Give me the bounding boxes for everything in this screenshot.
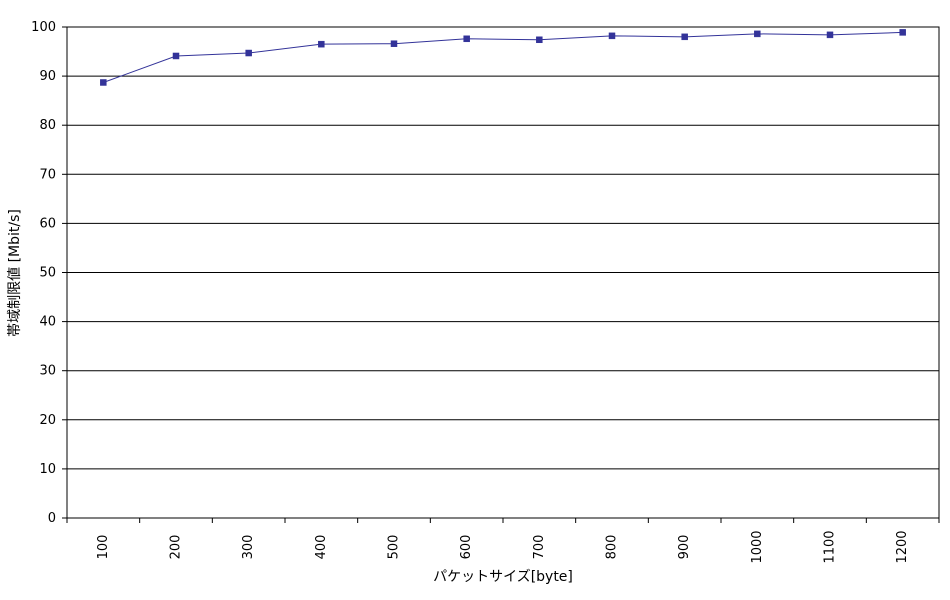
y-tick-label-4: 40 [39, 315, 56, 330]
x-tick-label-1: 200 [169, 535, 184, 560]
data-point-8 [681, 33, 688, 41]
tick-labels: 0 10 20 30 40 50 60 70 80 90 100 100 200 300 400 500 600… [31, 20, 910, 564]
gridlines [67, 26, 939, 519]
y-tick-label-5: 50 [39, 266, 56, 281]
series-line-0 [103, 31, 903, 83]
x-tick-label-4: 500 [387, 535, 402, 560]
x-tick-label-9: 1000 [750, 530, 765, 563]
y-tick-label-3: 30 [39, 364, 56, 379]
y-tick-label-0: 0 [48, 511, 56, 526]
x-tick-label-7: 800 [605, 535, 620, 560]
x-tick-label-2: 300 [241, 535, 256, 560]
data-point-11 [899, 29, 906, 36]
y-tick-label-6: 60 [39, 216, 56, 231]
data-point-7 [608, 32, 616, 40]
x-tick-label-3: 400 [314, 535, 329, 560]
tick-marks [62, 26, 940, 523]
y-tick-label-7: 70 [39, 167, 56, 182]
x-tick-label-8: 900 [677, 535, 692, 560]
data-point-5 [463, 35, 470, 43]
data-point-3 [318, 40, 325, 48]
y-tick-label-1: 10 [39, 462, 56, 477]
y-tick-label-9: 90 [39, 69, 56, 84]
y-axis-title: 帯域制限値 [Mbit/s] [7, 209, 23, 337]
data-point-4 [390, 40, 398, 47]
data-point-10 [826, 31, 834, 39]
y-tick-label-2: 20 [39, 413, 56, 428]
y-tick-label-10: 100 [31, 20, 56, 35]
data-point-0 [100, 79, 107, 86]
x-tick-label-10: 1100 [823, 530, 838, 563]
x-tick-label-5: 600 [459, 535, 474, 560]
series-plot [100, 29, 906, 86]
data-point-6 [536, 36, 543, 44]
data-point-2 [245, 49, 252, 57]
data-point-9 [754, 30, 761, 38]
x-axis-title: パケットサイズ[byte] [433, 569, 573, 585]
data-point-1 [172, 52, 180, 60]
x-tick-label-0: 100 [96, 535, 111, 560]
y-tick-label-8: 80 [39, 118, 56, 133]
x-tick-label-11: 1200 [895, 530, 910, 563]
x-tick-label-6: 700 [532, 535, 547, 560]
